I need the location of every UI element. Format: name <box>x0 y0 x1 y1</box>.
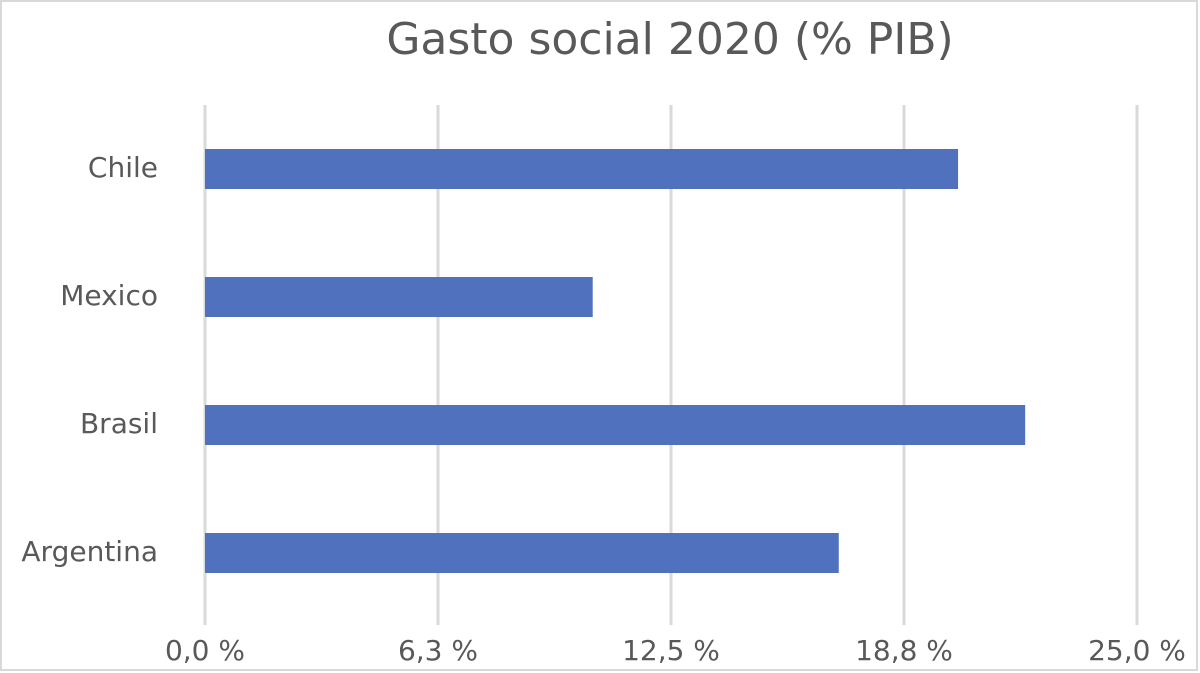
x-tick-label: 0,0 % <box>165 634 245 667</box>
y-tick-label: Argentina <box>21 535 158 568</box>
x-tick-label: 6,3 % <box>398 634 478 667</box>
x-tick-label: 18,8 % <box>855 634 953 667</box>
bar <box>205 149 959 189</box>
x-tick-label: 12,5 % <box>622 634 720 667</box>
x-tick-label: 25,0 % <box>1088 634 1186 667</box>
bar <box>205 405 1026 445</box>
bar <box>205 533 839 573</box>
y-tick-label: Chile <box>88 151 158 184</box>
y-tick-label: Mexico <box>60 279 158 312</box>
bar <box>205 277 593 317</box>
chart-title: Gasto social 2020 (% PIB) <box>386 14 953 65</box>
y-tick-label: Brasil <box>80 407 158 440</box>
